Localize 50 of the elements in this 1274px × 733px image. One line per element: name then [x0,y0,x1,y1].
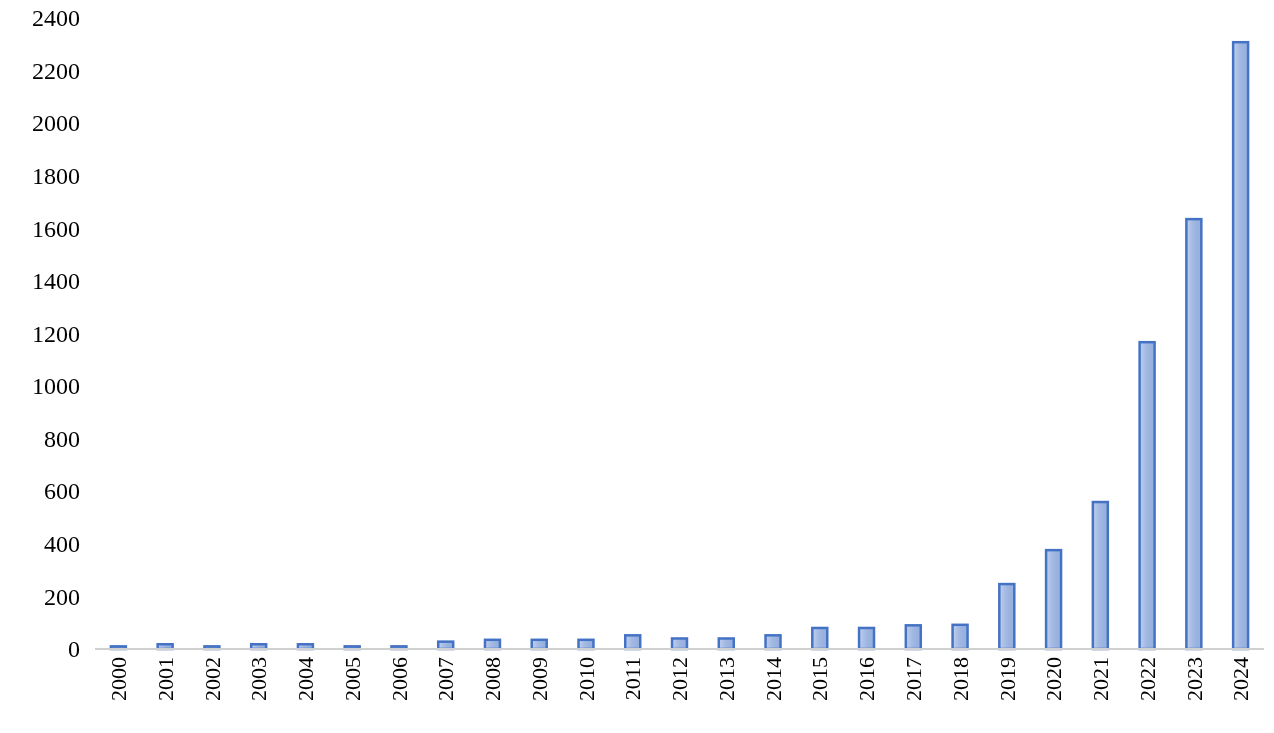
y-tick-label: 600 [44,478,80,505]
y-tick-label: 800 [44,425,80,452]
bar [624,634,642,651]
x-tick-label: 2021 [1088,657,1114,701]
x-tick-label: 2022 [1134,657,1160,701]
y-tick-label: 2200 [32,57,80,84]
x-tick-label: 2020 [1041,657,1067,701]
x-tick-label: 2016 [854,657,880,701]
bar [1231,40,1250,651]
x-tick-label: 2001 [152,657,178,701]
x-tick-label: 2008 [480,657,506,701]
y-tick-label: 1800 [32,162,80,189]
bar [1044,548,1063,651]
x-tick-label: 2019 [994,657,1020,701]
x-tick-label: 2015 [807,657,833,701]
bar [857,626,876,651]
x-tick-label: 2012 [667,657,693,701]
y-tick-label: 1600 [32,215,80,242]
y-tick-label: 2000 [32,110,80,137]
y-tick-label: 1200 [32,320,80,347]
bar [951,623,969,651]
x-tick-label: 2007 [433,657,459,701]
x-tick-label: 2002 [199,657,225,701]
y-tick-label: 1400 [32,268,80,295]
x-tick-label: 2024 [1228,657,1254,701]
x-tick-label: 2013 [713,657,739,701]
x-tick-label: 2006 [386,657,412,701]
x-tick-label: 2011 [620,657,646,701]
x-tick-label: 2017 [901,657,926,701]
bar [904,624,923,651]
bar [811,626,829,651]
bar [764,634,782,651]
x-tick-label: 2004 [293,657,319,701]
bar [1091,500,1110,651]
y-tick-label: 2400 [32,5,80,32]
y-tick-label: 200 [44,583,80,610]
x-tick-label: 2005 [339,657,365,701]
y-tick-label: 1000 [32,373,80,400]
y-tick-label: 0 [68,636,80,663]
bar [1138,340,1156,651]
x-tick-label: 2010 [573,657,599,701]
x-tick-label: 2018 [947,657,973,701]
bar [998,582,1016,651]
bar [1185,217,1203,651]
x-tick-label: 2003 [246,657,272,701]
x-tick-label: 2009 [526,657,552,701]
x-tick-label: 2023 [1181,657,1207,701]
y-tick-label: 400 [44,531,80,558]
x-tick-label: 2014 [760,657,786,701]
x-tick-label: 2000 [106,657,132,701]
